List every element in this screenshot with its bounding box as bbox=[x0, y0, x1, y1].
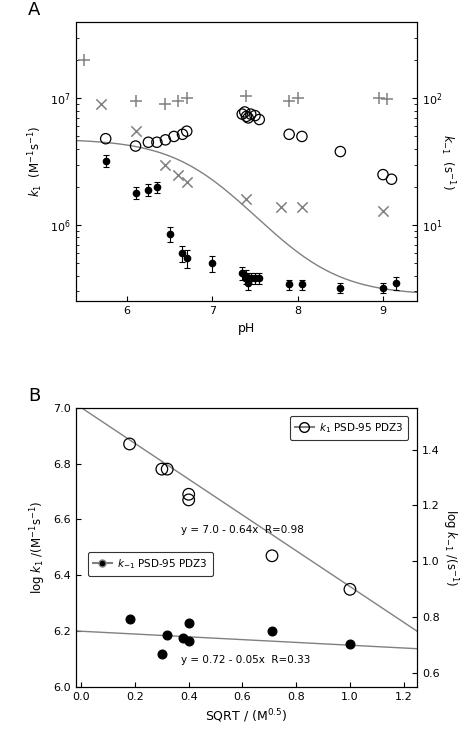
Point bbox=[164, 463, 171, 475]
Point bbox=[185, 617, 192, 629]
Point bbox=[241, 106, 248, 118]
Y-axis label: $k_1$  (M$^{-1}$s$^{-1}$): $k_1$ (M$^{-1}$s$^{-1}$) bbox=[26, 126, 45, 197]
Point bbox=[179, 129, 186, 140]
Point bbox=[245, 112, 252, 124]
Y-axis label: log $k_1$ /(M$^{-1}$s$^{-1}$): log $k_1$ /(M$^{-1}$s$^{-1}$) bbox=[28, 501, 48, 594]
Point bbox=[375, 92, 383, 104]
Point bbox=[162, 98, 169, 110]
Point bbox=[158, 463, 165, 475]
Point bbox=[379, 205, 387, 216]
Legend: $k_{-1}$ PSD-95 PDZ3: $k_{-1}$ PSD-95 PDZ3 bbox=[88, 551, 213, 576]
Point bbox=[185, 494, 192, 506]
Point bbox=[153, 137, 161, 148]
Point bbox=[255, 113, 263, 125]
Point bbox=[174, 169, 182, 181]
Point bbox=[183, 176, 191, 188]
X-axis label: SQRT / (M$^{0.5}$): SQRT / (M$^{0.5}$) bbox=[205, 708, 288, 725]
Point bbox=[294, 92, 301, 104]
Point bbox=[298, 201, 306, 213]
Y-axis label: log $k_{-1}$ /(s$^{-1}$): log $k_{-1}$ /(s$^{-1}$) bbox=[439, 509, 459, 586]
Point bbox=[243, 90, 250, 102]
Point bbox=[298, 131, 306, 143]
Point bbox=[145, 137, 152, 148]
Point bbox=[126, 613, 133, 624]
Point bbox=[346, 638, 354, 650]
Y-axis label: $k_{-1}$  (s$^{-1}$): $k_{-1}$ (s$^{-1}$) bbox=[438, 134, 456, 189]
Point bbox=[185, 635, 192, 647]
Point bbox=[243, 110, 250, 122]
Text: A: A bbox=[28, 1, 40, 19]
Point bbox=[98, 98, 105, 110]
Point bbox=[162, 159, 169, 170]
Point bbox=[183, 92, 191, 104]
Point bbox=[102, 133, 109, 145]
Point bbox=[174, 95, 182, 107]
Point bbox=[238, 108, 246, 120]
Point bbox=[81, 54, 88, 66]
Point bbox=[337, 145, 344, 157]
Point bbox=[158, 648, 165, 659]
Point bbox=[247, 108, 255, 120]
Point bbox=[185, 488, 192, 500]
Point bbox=[243, 194, 250, 205]
Point bbox=[132, 140, 139, 152]
Point bbox=[285, 129, 293, 140]
Point bbox=[183, 125, 191, 137]
Point bbox=[126, 438, 133, 450]
Text: y = 7.0 - 0.64x  R=0.98: y = 7.0 - 0.64x R=0.98 bbox=[181, 526, 303, 535]
Point bbox=[132, 95, 139, 107]
Point bbox=[164, 629, 171, 641]
Text: B: B bbox=[28, 387, 40, 405]
Point bbox=[170, 131, 178, 143]
Point bbox=[268, 626, 276, 637]
Text: y = 0.72 - 0.05x  R=0.33: y = 0.72 - 0.05x R=0.33 bbox=[181, 656, 310, 665]
Point bbox=[379, 169, 387, 181]
Point bbox=[162, 134, 169, 145]
Point bbox=[285, 95, 293, 107]
Point bbox=[251, 110, 259, 121]
X-axis label: pH: pH bbox=[238, 322, 255, 335]
Point bbox=[132, 125, 139, 137]
Point bbox=[277, 201, 284, 213]
Point bbox=[180, 632, 187, 644]
Point bbox=[383, 94, 391, 105]
Point bbox=[346, 583, 354, 595]
Point bbox=[388, 173, 395, 185]
Point bbox=[268, 550, 276, 561]
